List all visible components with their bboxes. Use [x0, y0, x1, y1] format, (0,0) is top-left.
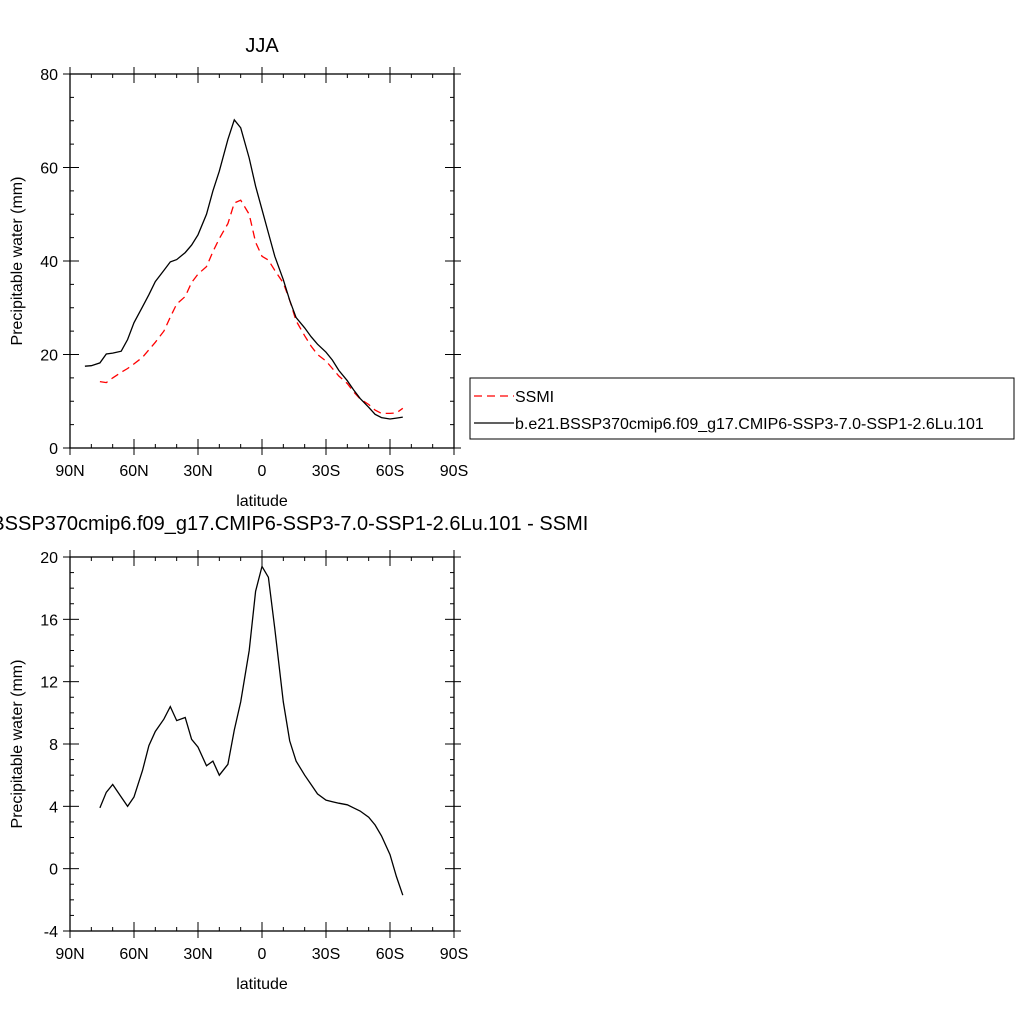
top-y-tick-labels: 0 20 40 60 80 — [40, 67, 58, 458]
x-tick-label: 30N — [183, 463, 212, 480]
bottom-series-layer — [99, 564, 404, 896]
y-tick-label: 40 — [40, 254, 58, 271]
legend-label-ssmi: SSMI — [515, 389, 554, 406]
x-tick-label: 30S — [312, 946, 340, 963]
x-tick-label: 0 — [258, 463, 267, 480]
y-tick-label: -4 — [44, 924, 58, 941]
top-axis-ticks — [63, 67, 461, 455]
y-tick-label: 20 — [40, 348, 58, 365]
bottom-y-axis-label: Precipitable water (mm) — [9, 660, 26, 829]
x-tick-label: 90S — [440, 463, 468, 480]
top-x-tick-labels: 90N 60N 30N 0 30S 60S 90S — [55, 463, 468, 480]
x-tick-label: 60S — [376, 946, 404, 963]
top-panel: JJA 90N 60N 30N 0 30S 60S 90S 0 20 40 60… — [9, 35, 468, 510]
bottom-x-tick-labels: 90N 60N 30N 0 30S 60S 90S — [55, 946, 468, 963]
legend-label-model: b.e21.BSSP370cmip6.f09_g17.CMIP6-SSP3-7.… — [515, 416, 984, 433]
y-tick-label: 60 — [40, 161, 58, 178]
legend-box — [469, 377, 1015, 440]
top-plot-frame — [69, 73, 455, 449]
series-line-model — [84, 118, 403, 420]
bottom-chart-title: b.e21.BSSP370cmip6.f09_g17.CMIP6-SSP3-7.… — [0, 513, 588, 535]
series-line-difference — [99, 564, 404, 896]
y-tick-label: 0 — [49, 441, 58, 458]
x-tick-label: 90N — [55, 946, 84, 963]
y-tick-label: 0 — [49, 862, 58, 879]
bottom-y-tick-labels: -4 0 4 8 12 16 20 — [40, 550, 58, 941]
top-x-axis-label: latitude — [236, 493, 288, 510]
x-tick-label: 60N — [119, 463, 148, 480]
top-chart-title: JJA — [245, 35, 279, 57]
x-tick-label: 60N — [119, 946, 148, 963]
y-tick-label: 8 — [49, 737, 58, 754]
y-tick-label: 16 — [40, 612, 58, 629]
x-tick-label: 60S — [376, 463, 404, 480]
x-tick-label: 30S — [312, 463, 340, 480]
series-line-ssmi — [99, 199, 404, 415]
x-tick-label: 90S — [440, 946, 468, 963]
x-tick-label: 0 — [258, 946, 267, 963]
top-series-layer — [84, 118, 404, 420]
y-tick-label: 4 — [49, 799, 58, 816]
legend: SSMI b.e21.BSSP370cmip6.f09_g17.CMIP6-SS… — [469, 377, 1015, 440]
bottom-panel: b.e21.BSSP370cmip6.f09_g17.CMIP6-SSP3-7.… — [0, 513, 588, 993]
x-tick-label: 90N — [55, 463, 84, 480]
y-tick-label: 20 — [40, 550, 58, 567]
x-tick-label: 30N — [183, 946, 212, 963]
bottom-x-axis-label: latitude — [236, 976, 288, 993]
bottom-axis-ticks — [63, 550, 461, 938]
y-tick-label: 80 — [40, 67, 58, 84]
y-tick-label: 12 — [40, 675, 58, 692]
top-y-axis-label: Precipitable water (mm) — [9, 177, 26, 346]
